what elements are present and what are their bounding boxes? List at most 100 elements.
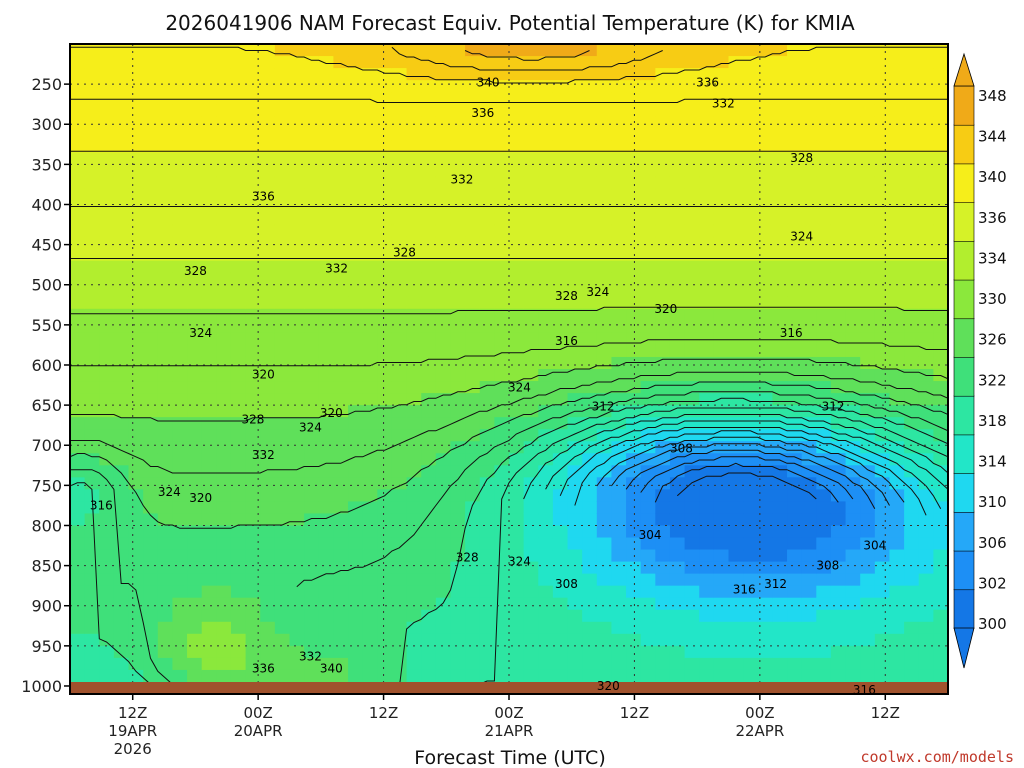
field-cell: [684, 344, 700, 358]
field-cell: [918, 320, 934, 334]
field-cell: [596, 284, 613, 298]
field-cell: [289, 393, 305, 406]
field-cell: [245, 164, 261, 178]
field-cell: [274, 669, 291, 683]
field-cell: [728, 92, 744, 105]
field-cell: [874, 248, 891, 262]
field-cell: [479, 260, 495, 274]
field-cell: [201, 104, 217, 117]
field-cell: [245, 296, 261, 310]
field-cell: [304, 284, 320, 298]
field-cell: [684, 320, 700, 334]
field-cell: [128, 308, 144, 322]
field-cell: [816, 597, 832, 611]
field-cell: [113, 525, 130, 539]
field-cell: [567, 152, 583, 165]
field-cell: [84, 320, 100, 334]
field-cell: [509, 633, 525, 647]
field-cell: [772, 633, 788, 647]
field-cell: [406, 68, 422, 81]
field-cell: [860, 308, 876, 322]
field-cell: [128, 405, 144, 418]
field-cell: [933, 669, 948, 683]
field-cell: [684, 573, 700, 587]
field-cell: [421, 381, 437, 394]
field-cell: [113, 80, 130, 93]
field-cell: [289, 308, 305, 322]
field-cell: [494, 489, 510, 503]
field-cell: [860, 621, 876, 635]
field-cell: [333, 164, 349, 178]
field-cell: [479, 513, 495, 527]
field-cell: [655, 453, 671, 466]
field-cell: [216, 68, 232, 81]
field-cell: [757, 44, 773, 57]
field-cell: [377, 645, 393, 659]
field-cell: [699, 236, 715, 250]
field-cell: [421, 621, 437, 635]
field-cell: [435, 356, 452, 370]
field-cell: [918, 176, 934, 190]
field-cell: [933, 164, 948, 178]
field-cell: [596, 669, 613, 683]
field-cell: [918, 236, 934, 250]
field-cell: [406, 260, 422, 274]
field-cell: [640, 248, 656, 262]
field-cell: [655, 92, 671, 105]
field-cell: [743, 597, 759, 611]
field-cell: [157, 308, 174, 322]
field-cell: [933, 332, 948, 346]
field-cell: [494, 152, 510, 165]
field-cell: [538, 537, 554, 551]
field-cell: [713, 80, 730, 93]
field-cell: [699, 477, 715, 490]
field-cell: [918, 633, 934, 647]
field-cell: [113, 393, 130, 406]
field-cell: [157, 356, 174, 370]
field-cell: [845, 477, 861, 490]
field-cell: [889, 501, 905, 515]
field-cell: [699, 393, 715, 406]
field-cell: [845, 356, 861, 370]
field-cell: [304, 344, 320, 358]
contour-label: 312: [822, 400, 845, 414]
field-cell: [523, 381, 539, 394]
field-cell: [289, 441, 305, 454]
field-cell: [801, 621, 817, 635]
field-cell: [494, 549, 510, 563]
field-cell: [582, 597, 598, 611]
field-cell: [333, 501, 349, 515]
field-cell: [99, 417, 115, 430]
field-cell: [904, 176, 920, 190]
field-cell: [699, 116, 715, 129]
field-cell: [918, 152, 934, 165]
field-cell: [172, 284, 188, 298]
field-cell: [567, 92, 583, 105]
field-cell: [201, 176, 217, 190]
field-cell: [245, 236, 261, 250]
field-cell: [435, 212, 452, 226]
field-cell: [523, 633, 539, 647]
field-cell: [348, 597, 364, 611]
field-cell: [172, 609, 188, 623]
field-cell: [143, 248, 159, 262]
contour-label: 332: [252, 448, 275, 462]
contour-line: [70, 98, 948, 103]
field-cell: [274, 549, 291, 563]
field-cell: [377, 320, 393, 334]
field-cell: [743, 116, 759, 129]
field-cell: [567, 645, 583, 659]
field-cell: [216, 104, 232, 117]
field-cell: [362, 525, 378, 539]
field-cell: [362, 104, 378, 117]
field-cell: [538, 441, 554, 454]
field-cell: [391, 140, 408, 153]
field-cell: [626, 393, 642, 406]
field-cell: [728, 645, 744, 659]
field-cell: [333, 453, 349, 466]
field-cell: [757, 465, 773, 478]
field-cell: [201, 140, 217, 153]
field-cell: [640, 188, 656, 202]
field-cell: [348, 296, 364, 310]
field-cell: [684, 465, 700, 478]
